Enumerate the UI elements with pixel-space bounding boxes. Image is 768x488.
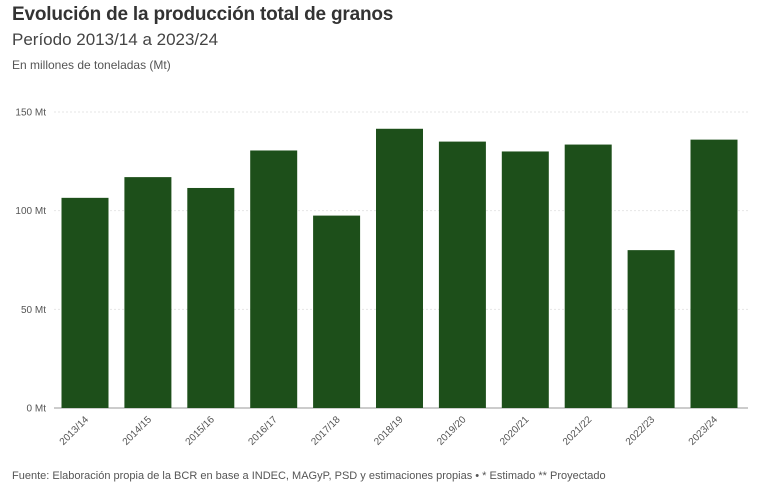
x-tick-label: 2017/18 (309, 414, 343, 448)
x-tick-label: 2014/15 (121, 414, 155, 448)
bar-2020-21 (501, 151, 549, 408)
x-tick-label: 2019/20 (435, 414, 469, 448)
bar-2013-14 (61, 197, 109, 408)
y-tick-label: 0 Mt (27, 404, 47, 415)
bars (61, 128, 738, 409)
chart-title: Evolución de la producción total de gran… (12, 4, 394, 25)
y-tick-label: 100 Mt (15, 206, 46, 217)
x-tick-label: 2018/19 (372, 414, 406, 448)
x-tick-label: 2022/23 (624, 414, 658, 448)
x-tick-label: 2016/17 (246, 414, 280, 448)
chart-subtitle: Período 2013/14 a 2023/24 (12, 30, 219, 49)
bar-2019-20 (438, 141, 486, 408)
source-note: Fuente: Elaboración propia de la BCR en … (12, 470, 606, 482)
x-tick-label: 2020/21 (498, 414, 532, 448)
y-tick-label: 50 Mt (21, 305, 46, 316)
unit-note: En millones de toneladas (Mt) (12, 58, 171, 72)
bar-2017-18 (313, 215, 361, 408)
y-axis-ticks: 0 Mt 50 Mt 100 Mt 150 Mt (15, 108, 46, 415)
bar-2016-17 (250, 150, 298, 409)
x-axis-ticks: 2013/14 2014/15 2015/16 2016/17 2017/18 2018/… (58, 414, 721, 448)
x-tick-label: 2023/24 (687, 414, 721, 448)
x-tick-label: 2013/14 (58, 414, 92, 448)
bar-2018-19 (376, 128, 423, 409)
bar-2023-24 (690, 139, 738, 409)
y-tick-label: 150 Mt (15, 108, 46, 119)
x-tick-label: 2015/16 (184, 414, 218, 448)
bar-2021-22 (564, 144, 612, 408)
bar-2014-15 (124, 177, 172, 408)
bar-2015-16 (187, 187, 235, 408)
x-tick-label: 2021/22 (561, 414, 595, 448)
bar-2022-23 (627, 250, 675, 408)
